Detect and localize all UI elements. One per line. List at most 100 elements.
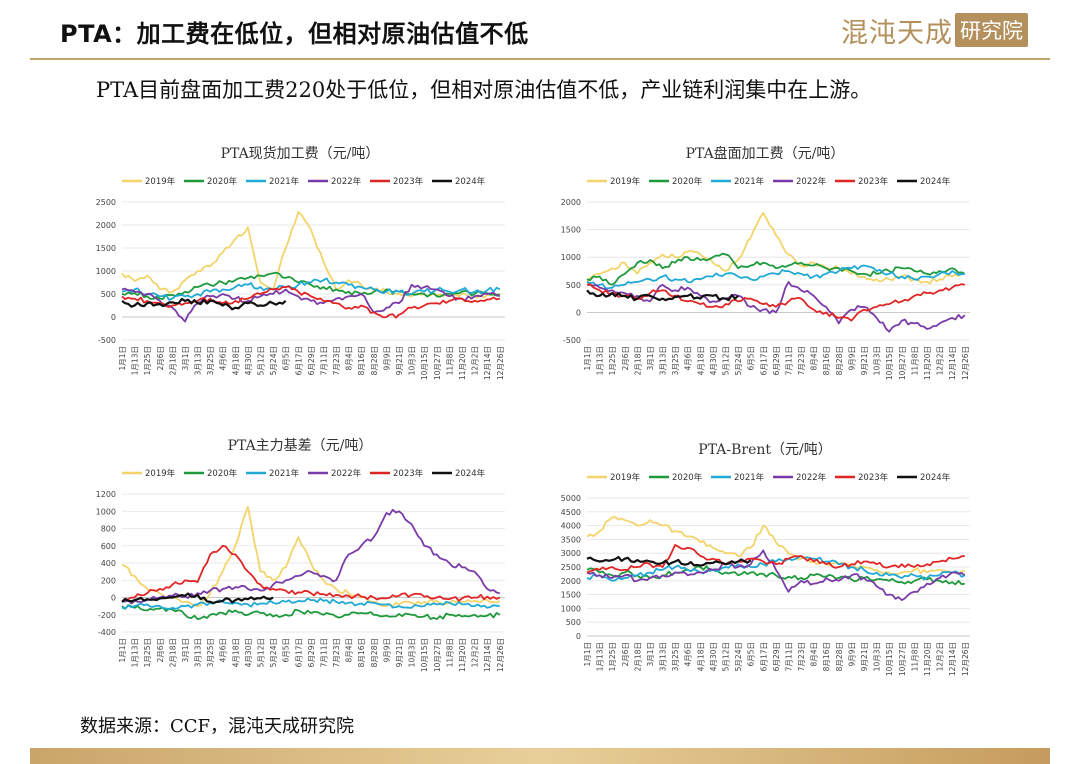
- x-tick-label: 11月8日: [910, 642, 919, 671]
- y-tick-label: 1000: [96, 267, 116, 276]
- chart-futures-processing-fee: PTA盘面加工费（元/吨） 2019年 2020年 2021年 2022年 2023年 20…: [561, 145, 970, 380]
- x-tick-label: 10月3日: [873, 346, 882, 375]
- x-tick-label: 11月8日: [445, 346, 454, 375]
- series-line: [586, 252, 966, 286]
- x-tick-label: 8月16日: [822, 346, 831, 375]
- x-tick-label: 6月17日: [759, 642, 768, 671]
- x-tick-label: 4月18日: [231, 638, 240, 667]
- x-tick-label: 3月1日: [646, 346, 655, 371]
- y-tick-label: -500: [98, 336, 116, 345]
- x-tick-label: 6月5日: [282, 346, 291, 371]
- x-tick-label: 8月16日: [822, 642, 831, 671]
- x-tick-label: 1月13日: [596, 642, 605, 671]
- x-tick-label: 5月24日: [734, 346, 743, 375]
- x-tick-label: 2月6日: [621, 346, 630, 371]
- x-tick-label: 7月23日: [797, 642, 806, 671]
- x-tick-label: 1月25日: [608, 346, 617, 375]
- x-tick-label: 4月18日: [696, 642, 705, 671]
- x-tick-label: 12月26日: [496, 346, 505, 380]
- y-tick-label: 0: [111, 313, 116, 322]
- x-tick-label: 9月9日: [382, 346, 391, 371]
- x-tick-label: 3月25日: [206, 346, 215, 375]
- brand-logo: 混沌天成 研究院: [841, 12, 1028, 49]
- x-tick-label: 2月6日: [156, 346, 165, 371]
- y-tick-label: 400: [101, 559, 116, 568]
- x-tick-label: 11月8日: [445, 638, 454, 667]
- x-tick-label: 7月11日: [784, 346, 793, 375]
- series-line: [586, 516, 965, 576]
- series-line: [586, 289, 739, 302]
- x-tick-label: 12月2日: [936, 642, 945, 671]
- x-tick-label: 7月11日: [319, 346, 328, 375]
- x-tick-label: 10月3日: [873, 642, 882, 671]
- legend-label: 2024年: [920, 176, 951, 187]
- x-tick-label: 12月2日: [471, 638, 480, 667]
- x-tick-label: 1月25日: [143, 346, 152, 375]
- x-tick-label: 7月23日: [332, 346, 341, 375]
- chart-spot-processing-fee: PTA现货加工费（元/吨） 2019年 2020年 2021年 2022年 2023年 20…: [96, 145, 505, 380]
- x-tick-label: 1月1日: [118, 638, 127, 663]
- y-tick-label: 3000: [561, 549, 581, 558]
- legend-label: 2019年: [610, 472, 641, 483]
- series-line: [121, 604, 501, 620]
- series-line: [586, 212, 965, 285]
- chart-title: PTA主力基差（元/吨）: [228, 437, 373, 454]
- x-tick-label: 8月28日: [835, 346, 844, 375]
- series-line: [121, 508, 500, 605]
- legend-label: 2021年: [269, 468, 300, 479]
- x-tick-label: 4月6日: [684, 642, 693, 667]
- x-tick-label: 1月1日: [583, 346, 592, 371]
- x-tick-label: 12月14日: [948, 642, 957, 676]
- x-tick-label: 4月30日: [709, 346, 718, 375]
- legend-label: 2024年: [920, 472, 951, 483]
- y-tick-label: 600: [101, 542, 116, 551]
- y-tick-label: 1000: [561, 253, 581, 262]
- x-tick-label: 7月23日: [797, 346, 806, 375]
- series-line: [586, 264, 965, 290]
- x-tick-label: 6月29日: [307, 638, 316, 667]
- x-tick-label: 3月1日: [181, 638, 190, 663]
- legend-label: 2019年: [145, 176, 176, 187]
- series-line: [586, 281, 966, 333]
- x-tick-label: 8月28日: [835, 642, 844, 671]
- slide-title: PTA：加工费在低位，但相对原油估值不低: [60, 20, 529, 48]
- y-tick-label: 4500: [561, 508, 581, 517]
- legend-label: 2022年: [331, 176, 362, 187]
- x-tick-label: 12月26日: [961, 642, 970, 676]
- series-line: [121, 283, 501, 323]
- y-tick-label: 2000: [96, 221, 116, 230]
- x-tick-label: 1月25日: [608, 642, 617, 671]
- legend-label: 2023年: [858, 176, 889, 187]
- x-tick-label: 9月9日: [382, 638, 391, 663]
- x-tick-label: 8月16日: [357, 346, 366, 375]
- x-tick-label: 12月14日: [483, 346, 492, 380]
- x-tick-label: 1月13日: [596, 346, 605, 375]
- chart-main-basis: PTA主力基差（元/吨） 2019年 2020年 2021年 2022年 2023年 202…: [96, 437, 505, 672]
- x-tick-label: 2月18日: [168, 346, 177, 375]
- legend-label: 2019年: [610, 176, 641, 187]
- x-tick-label: 10月27日: [898, 346, 907, 380]
- x-tick-label: 12月26日: [496, 638, 505, 672]
- y-tick-label: 0: [111, 594, 116, 603]
- x-tick-label: 6月29日: [772, 346, 781, 375]
- x-tick-label: 2月18日: [633, 346, 642, 375]
- x-tick-label: 3月13日: [659, 642, 668, 671]
- x-tick-label: 3月13日: [659, 346, 668, 375]
- series-line: [586, 555, 966, 582]
- legend-label: 2020年: [672, 176, 703, 187]
- x-tick-label: 10月15日: [885, 642, 894, 676]
- y-tick-label: -200: [98, 611, 116, 620]
- x-tick-label: 4月30日: [244, 346, 253, 375]
- y-tick-label: 4000: [561, 522, 581, 531]
- x-tick-label: 3月13日: [194, 638, 203, 667]
- x-tick-label: 6月5日: [747, 346, 756, 371]
- x-tick-label: 10月3日: [408, 638, 417, 667]
- x-tick-label: 10月15日: [885, 346, 894, 380]
- x-tick-label: 2月6日: [621, 642, 630, 667]
- series-line: [121, 285, 501, 319]
- x-tick-label: 3月13日: [194, 346, 203, 375]
- y-tick-label: -400: [98, 628, 116, 637]
- x-tick-label: 7月11日: [784, 642, 793, 671]
- x-tick-label: 4月30日: [709, 642, 718, 671]
- summary-text: PTA目前盘面加工费220处于低位，但相对原油估值不低，产业链利润集中在上游。: [96, 78, 872, 102]
